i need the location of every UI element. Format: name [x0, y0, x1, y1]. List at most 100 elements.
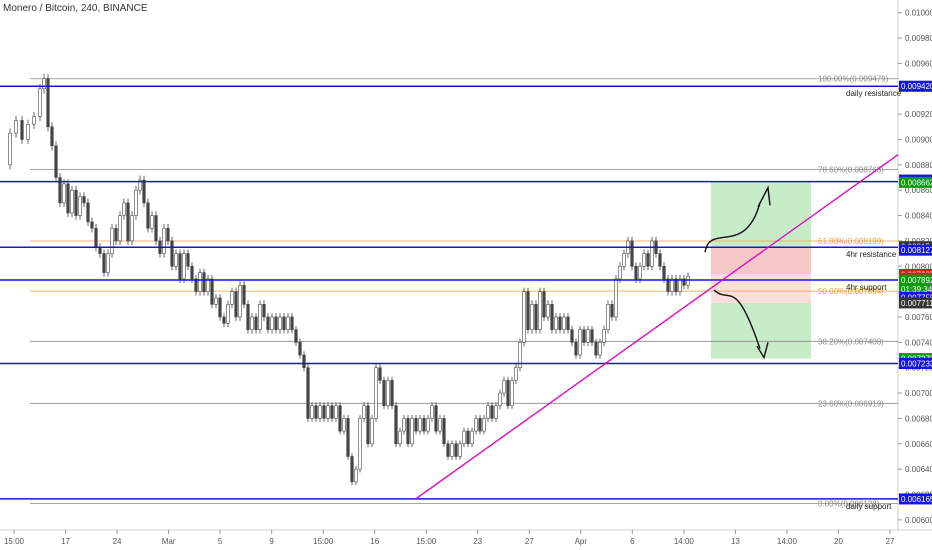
fib-level-label: 78.60%(0.008763): [818, 166, 884, 175]
candle-body: [310, 405, 314, 419]
candle-body: [194, 278, 198, 292]
candle-body: [138, 179, 142, 191]
price-label-text: 0.007892: [901, 276, 932, 285]
candle-body: [646, 253, 650, 267]
candle-body: [498, 392, 502, 407]
candle-body: [98, 246, 102, 254]
price-label-text: 0.006165: [901, 495, 932, 504]
candle-body: [602, 329, 606, 343]
x-tick-label: 15:00: [416, 537, 437, 546]
candle-body: [8, 132, 12, 166]
candle-body: [70, 189, 74, 214]
bullish-arrow-head: [757, 185, 771, 208]
candle-body: [458, 443, 462, 457]
y-tick-label: 0.010000: [905, 9, 932, 18]
candle-body: [114, 227, 118, 242]
candle-body: [150, 215, 154, 229]
price-label-box: [899, 493, 932, 505]
candle-body: [94, 227, 98, 248]
candle-body: [102, 253, 106, 273]
candle-body: [54, 145, 58, 178]
candle-body: [306, 367, 310, 419]
candle-body: [546, 304, 550, 318]
candle-body: [66, 183, 70, 214]
sr-level-annotation: daily resistance: [846, 89, 902, 98]
candle-body: [430, 405, 434, 419]
candle-body: [298, 342, 302, 356]
candle-body: [326, 405, 330, 419]
candle-body: [206, 278, 210, 292]
candle-body: [518, 342, 522, 369]
candle-body: [622, 253, 626, 267]
candle-body: [74, 189, 78, 216]
candle-body: [454, 443, 458, 457]
price-label-box: [899, 244, 932, 256]
candle-body: [106, 253, 110, 273]
candle-body: [494, 405, 498, 419]
candle-body: [662, 265, 666, 280]
candle-body: [594, 342, 598, 356]
fib-level-label: 0.00%(0.006128): [818, 500, 880, 509]
candle-body: [330, 405, 334, 419]
candle-body: [346, 418, 350, 457]
candle-body: [378, 367, 382, 381]
candle-body: [282, 316, 286, 330]
candle-body: [42, 78, 46, 90]
candle-body: [438, 418, 442, 432]
candle-body: [46, 78, 50, 128]
candle-body: [274, 316, 278, 330]
candle-body: [682, 278, 686, 286]
price-label-box: [899, 291, 932, 303]
candle-body: [510, 380, 514, 407]
candle-body: [134, 189, 138, 216]
candle-body: [366, 405, 370, 445]
candle-body: [110, 227, 114, 254]
candle-body: [634, 265, 638, 280]
candle-body: [570, 329, 574, 343]
candle-body: [674, 278, 678, 292]
candle-body: [214, 297, 218, 305]
x-tick-label: 20: [834, 537, 843, 546]
candle-body: [478, 418, 482, 432]
candle-body: [170, 240, 174, 267]
candle-body: [618, 265, 622, 280]
price-label-box: [899, 80, 932, 92]
candle-body: [490, 405, 494, 419]
candle-body: [666, 278, 670, 292]
trendline: [414, 154, 899, 500]
x-tick-label: 17: [61, 537, 70, 546]
price-label-box: [899, 358, 932, 370]
candle-body: [614, 278, 618, 318]
x-tick-label: 13: [731, 537, 740, 546]
candle-body: [526, 291, 530, 330]
candle-body: [670, 278, 674, 292]
x-tick-label: 23: [473, 537, 482, 546]
candle-body: [78, 196, 82, 216]
bearish-arrow-head: [756, 342, 769, 360]
x-tick-label: 14:00: [777, 537, 798, 546]
candle-body: [374, 367, 378, 419]
x-tick-label: 27: [886, 537, 895, 546]
candle-body: [486, 405, 490, 419]
candle-body: [302, 354, 306, 369]
fib-level-label: 100.00%(0.009479): [818, 75, 889, 84]
candle-body: [562, 316, 566, 330]
candle-body: [382, 380, 386, 407]
candle-body: [542, 291, 546, 318]
candle-body: [234, 291, 238, 318]
candle-body: [90, 221, 94, 229]
x-tick-label: 27: [525, 537, 534, 546]
candle-body: [254, 316, 258, 330]
candle-body: [506, 380, 510, 407]
candle-body: [678, 278, 682, 292]
sr-level-annotation: 4hr support: [846, 283, 887, 292]
candle-body: [358, 418, 362, 470]
candle-body: [402, 418, 406, 432]
